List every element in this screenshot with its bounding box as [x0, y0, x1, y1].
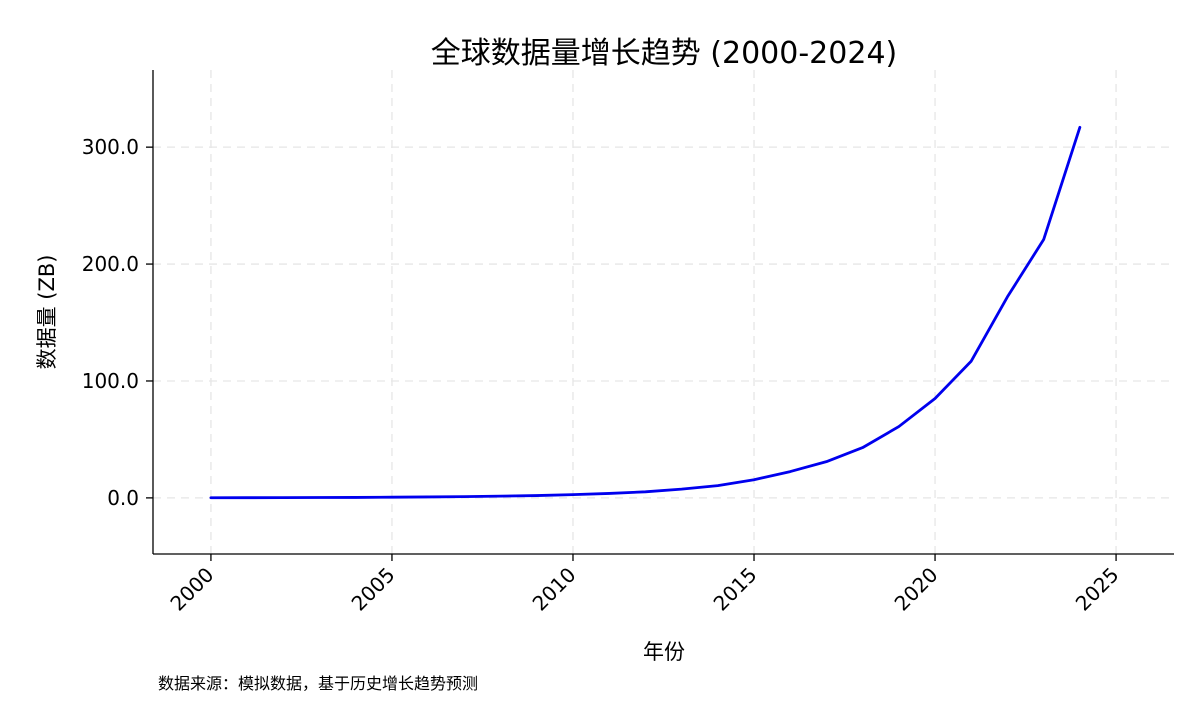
grid-lines [153, 70, 1174, 554]
source-note: 数据来源：模拟数据，基于历史增长趋势预测 [158, 674, 478, 693]
chart-title: 全球数据量增长趋势 (2000-2024) [431, 36, 897, 71]
data-series-line [209, 125, 1082, 500]
y-tick-label: 0.0 [107, 486, 139, 510]
axes [152, 70, 1174, 555]
y-tick-label: 300.0 [82, 135, 139, 159]
y-axis-title: 数据量 (ZB) [35, 255, 59, 370]
y-tick-label: 200.0 [82, 252, 139, 276]
series-layer [209, 125, 1082, 500]
tick-marks: 0.0 100.0 200.0 300.0 2000 2005 2010 2015 2020 20… [82, 135, 1124, 615]
x-tick-label: 2020 [890, 563, 943, 616]
y-tick-label: 100.0 [82, 369, 139, 393]
x-tick-label: 2000 [165, 563, 218, 616]
x-tick-label: 2005 [347, 563, 400, 616]
x-axis-title: 年份 [643, 640, 685, 664]
x-tick-label: 2025 [1071, 563, 1124, 616]
x-tick-label: 2010 [528, 563, 581, 616]
x-tick-label: 2015 [709, 563, 762, 616]
